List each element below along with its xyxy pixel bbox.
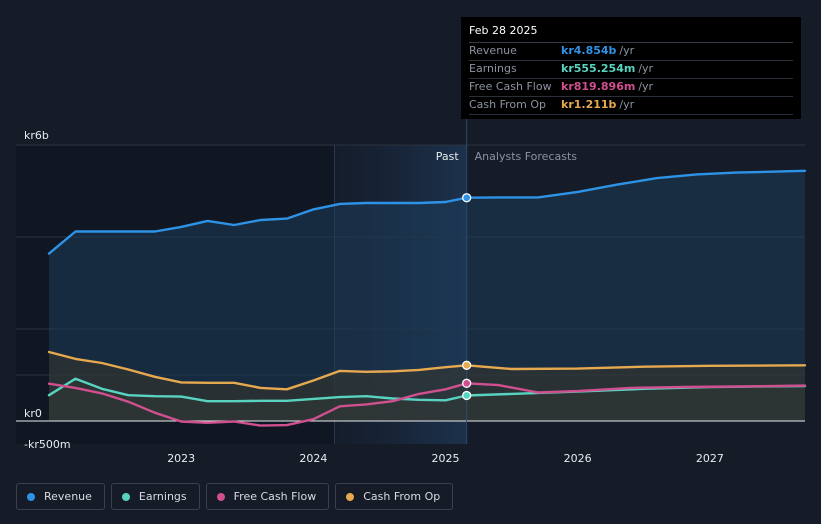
tooltip-label: Cash From Op: [469, 98, 547, 111]
legend-label: Free Cash Flow: [233, 490, 317, 503]
series-area-cash-from-op: [49, 352, 805, 421]
x-tick-label: 2027: [696, 452, 724, 465]
tooltip-row-earnings: Earnings kr555.254m /yr: [469, 61, 793, 79]
tooltip-value: kr4.854b: [561, 44, 617, 57]
legend-item-earnings[interactable]: Earnings: [110, 483, 200, 510]
y-tick-label: kr6b: [24, 129, 49, 142]
legend-dot-icon: [346, 492, 355, 501]
legend-dot-icon: [216, 492, 225, 501]
tooltip-unit: /yr: [619, 98, 635, 111]
tooltip-label: Free Cash Flow: [469, 80, 552, 93]
x-tick-label: 2023: [167, 452, 195, 465]
series-line-cash-from-op: [47, 350, 807, 391]
tooltip-unit: /yr: [638, 62, 654, 75]
legend-label: Revenue: [44, 490, 92, 503]
tooltip-value: kr819.896m: [561, 80, 636, 93]
series-marker-revenue: [462, 193, 472, 203]
tooltip-label: Earnings: [469, 62, 517, 75]
series-area-revenue: [49, 170, 805, 421]
tooltip-row-free-cash-flow: Free Cash Flow kr819.896m /yr: [469, 79, 793, 97]
legend-label: Earnings: [138, 490, 187, 503]
tooltip-label: Revenue: [469, 44, 517, 57]
tooltip-date: Feb 28 2025: [469, 24, 793, 43]
tooltip-unit: /yr: [619, 44, 635, 57]
x-tick-label: 2025: [432, 452, 460, 465]
tooltip: Feb 28 2025 Revenue kr4.854b /yr Earning…: [461, 17, 801, 119]
legend-item-cash-from-op[interactable]: Cash From Op: [335, 483, 454, 510]
tooltip-row-cash-from-op: Cash From Op kr1.211b /yr: [469, 97, 793, 115]
legend-dot-icon: [27, 492, 35, 501]
x-tick-label: 2026: [564, 452, 592, 465]
series-marker-cash-from-op: [462, 360, 472, 370]
tooltip-unit: /yr: [638, 80, 654, 93]
x-tick-label: 2024: [299, 452, 327, 465]
series-line-free-cash-flow: [47, 382, 807, 427]
y-tick-label: kr0: [24, 407, 42, 420]
tooltip-value: kr555.254m: [561, 62, 636, 75]
tooltip-value: kr1.211b: [561, 98, 617, 111]
series-marker-free-cash-flow: [462, 378, 472, 388]
series-marker-earnings: [462, 390, 472, 401]
past-label: Past: [436, 150, 460, 163]
legend: Revenue Earnings Free Cash Flow Cash Fro…: [16, 483, 454, 510]
series-line-revenue: [47, 169, 807, 255]
legend-label: Cash From Op: [363, 490, 441, 503]
legend-item-free-cash-flow[interactable]: Free Cash Flow: [205, 483, 330, 510]
legend-item-revenue[interactable]: Revenue: [16, 483, 105, 510]
legend-dot-icon: [121, 492, 130, 501]
tooltip-row-revenue: Revenue kr4.854b /yr: [469, 43, 793, 61]
y-tick-label: -kr500m: [24, 438, 71, 451]
forecast-label: Analysts Forecasts: [475, 150, 578, 163]
